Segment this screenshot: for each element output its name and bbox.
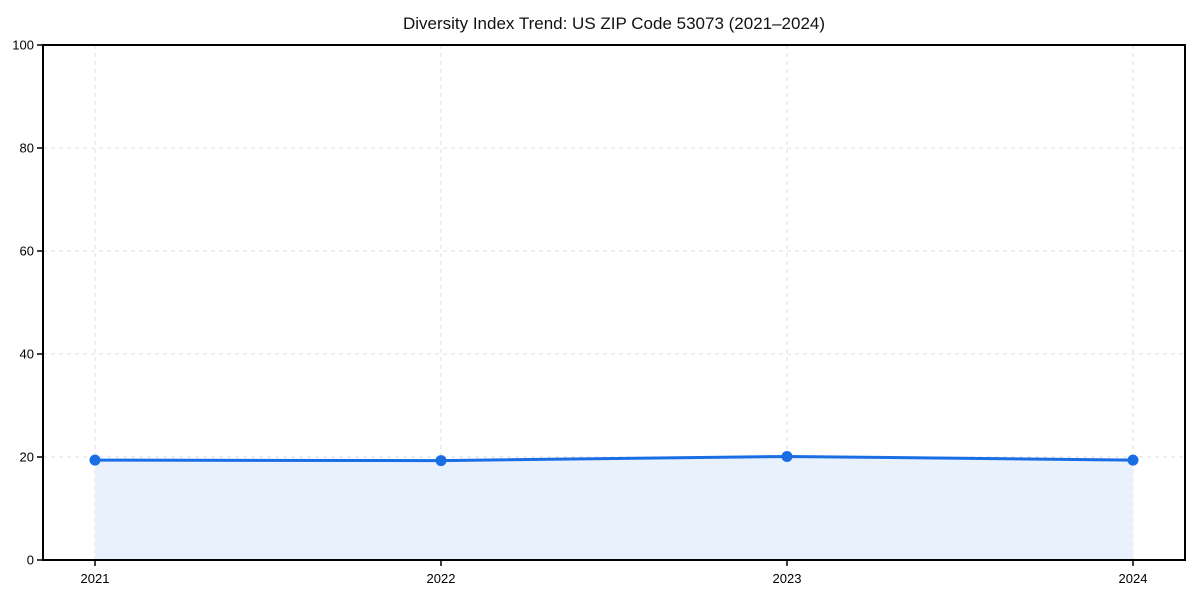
x-tick-label-2022: 2022: [427, 571, 456, 586]
x-tick-label-2023: 2023: [773, 571, 802, 586]
data-point-2022: [435, 455, 447, 467]
plot-border: [42, 44, 1186, 561]
x-tick-label-2024: 2024: [1119, 571, 1148, 586]
data-point-2023: [781, 450, 793, 462]
y-tick-label-40: 40: [20, 347, 34, 362]
y-tick-label-80: 80: [20, 141, 34, 156]
series-area-fill: [95, 456, 1133, 560]
chart-title: Diversity Index Trend: US ZIP Code 53073…: [403, 14, 825, 33]
data-point-2021: [89, 454, 101, 466]
data-point-2024: [1127, 454, 1139, 466]
y-tick-label-100: 100: [12, 38, 34, 53]
x-tick-label-2021: 2021: [81, 571, 110, 586]
series-line: [93, 454, 1135, 463]
y-tick-label-60: 60: [20, 244, 34, 259]
y-tick-label-0: 0: [27, 553, 34, 568]
plot-area: 0 20 40 60 80 100 2021 2022 2023 2024: [12, 38, 1186, 586]
y-tick-label-20: 20: [20, 450, 34, 465]
